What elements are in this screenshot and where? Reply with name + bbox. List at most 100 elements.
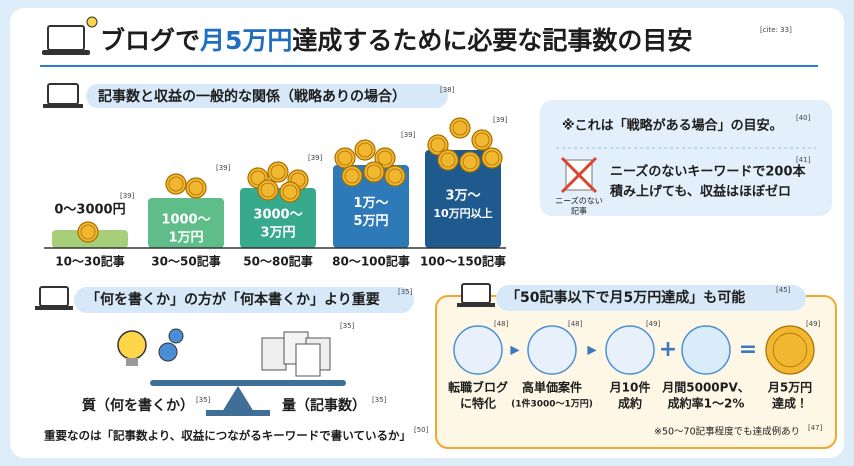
coin-inner (462, 154, 478, 170)
revenue-label: 1000〜 (161, 213, 210, 228)
revenue-label: 0〜3000円 (54, 203, 125, 218)
step-label: 達成！ (772, 396, 808, 411)
warning-text: ニーズのないキーワードで200本 (610, 164, 806, 180)
icon-label: ニーズのない (555, 196, 603, 206)
warning-text: 積み上げても、収益はほぼゼロ (609, 184, 791, 200)
coin-inner (387, 168, 403, 184)
title-part: 達成するために必要な記事数の目安 (292, 26, 692, 55)
cite: [39] (493, 116, 508, 124)
coin-inner (337, 150, 353, 166)
title-part: ブログで (100, 26, 200, 55)
step-label: 月5万円 (767, 381, 812, 395)
step-label: に特化 (460, 396, 496, 411)
no-need-icon (560, 156, 598, 194)
cite: [40] (796, 114, 811, 122)
quality-label: 質（何を書くか） (82, 397, 194, 414)
tier-block (425, 150, 501, 248)
cite: [41] (796, 156, 811, 164)
coin-inner (260, 182, 276, 198)
step-icon (527, 325, 577, 375)
cite: [49] (646, 320, 661, 328)
revenue-label: 3000〜 (253, 208, 302, 223)
section-heading: 「何を書くか」の方が「何本書くか」より重要 (86, 291, 380, 308)
cite: [35] (398, 288, 413, 296)
coin-inner (344, 168, 360, 184)
section-heading: 「50記事以下で月5万円達成」も可能 (506, 289, 745, 306)
laptop-icon (43, 83, 83, 108)
revenue-label: 1万〜 (353, 196, 388, 211)
cite: [48] (494, 320, 509, 328)
operator: = (739, 337, 757, 362)
cite: [35] (372, 396, 387, 404)
revenue-label: 3万円 (260, 226, 295, 241)
revenue-label: 3万〜 (445, 189, 480, 204)
note-box (540, 100, 832, 216)
step-label: 転職ブログ (448, 380, 508, 395)
title-highlight: 月5万円 (199, 26, 292, 55)
laptop-icon (457, 283, 495, 307)
operator: + (659, 337, 677, 362)
laptop-icon (35, 286, 73, 310)
conclusion: 重要なのは「記事数より、収益につながるキーワードで書いているか」 (44, 429, 411, 443)
coin-inner (452, 120, 468, 136)
coin-inner (366, 164, 382, 180)
cite: [48] (568, 320, 583, 328)
step-icon (453, 325, 503, 375)
section-heading: 記事数と収益の一般的な関係（戦略ありの場合） (98, 88, 406, 105)
step-label: 成約率1〜2% (668, 396, 745, 411)
revenue-label: 10万円以上 (433, 206, 492, 220)
articles-label: 50〜80記事 (243, 254, 312, 269)
revenue-label: 5万円 (353, 214, 388, 229)
section-heading-bg (86, 84, 448, 108)
coin-inner (270, 164, 286, 180)
coin-inner (250, 170, 266, 186)
tier-block (240, 188, 316, 248)
coin-inner (188, 180, 204, 196)
articles-label: 30〜50記事 (151, 254, 220, 269)
section-heading-bg (74, 287, 414, 313)
coin-inner (484, 150, 500, 166)
documents-icon (261, 331, 331, 377)
articles-label: 10〜30記事 (55, 254, 124, 269)
title: ブログで月5万円達成するために必要な記事数の目安 (100, 26, 692, 55)
step-label: 月10件 (609, 380, 651, 395)
cite: [45] (776, 286, 791, 294)
coin-inner (440, 152, 456, 168)
cite: [38] (440, 86, 455, 94)
coin-inner (474, 132, 490, 148)
coin-inner (377, 150, 393, 166)
articles-label: 100〜150記事 (420, 254, 506, 269)
coin-inner (772, 332, 808, 368)
revenue-label: 1万円 (168, 231, 203, 246)
section-heading-bg (496, 285, 806, 311)
cite: [cite: 33] (760, 26, 792, 34)
cite: [49] (806, 320, 821, 328)
coin-inner (80, 224, 96, 240)
step-label: (1件3000〜1万円) (511, 398, 593, 410)
seesaw (150, 380, 346, 416)
quantity-label: 量（記事数） (282, 397, 366, 414)
coin-inner (430, 137, 446, 153)
cite: [50] (414, 426, 429, 434)
step-icon (605, 325, 655, 375)
cite: [39] (308, 154, 323, 162)
step-icon (681, 325, 731, 375)
cite: [35] (196, 396, 211, 404)
cite: [35] (340, 322, 355, 330)
articles-label: 80〜100記事 (332, 254, 410, 269)
step-label: 月間5000PV、 (661, 381, 749, 395)
note-text: ※これは「戦略がある場合」の目安。 (562, 118, 783, 134)
step-label: 成約 (618, 396, 642, 411)
operator: ▶ (587, 343, 597, 357)
cite: [39] (216, 164, 231, 172)
operator: ▶ (510, 343, 520, 357)
title-icon (42, 16, 98, 55)
tier-block (148, 198, 224, 248)
coin-inner (168, 176, 184, 192)
icon-label: 記事 (571, 206, 587, 216)
coin-inner (282, 184, 298, 200)
idea-icon (117, 328, 184, 366)
cite: [39] (120, 192, 135, 200)
step-label: 高単価案件 (522, 380, 582, 395)
